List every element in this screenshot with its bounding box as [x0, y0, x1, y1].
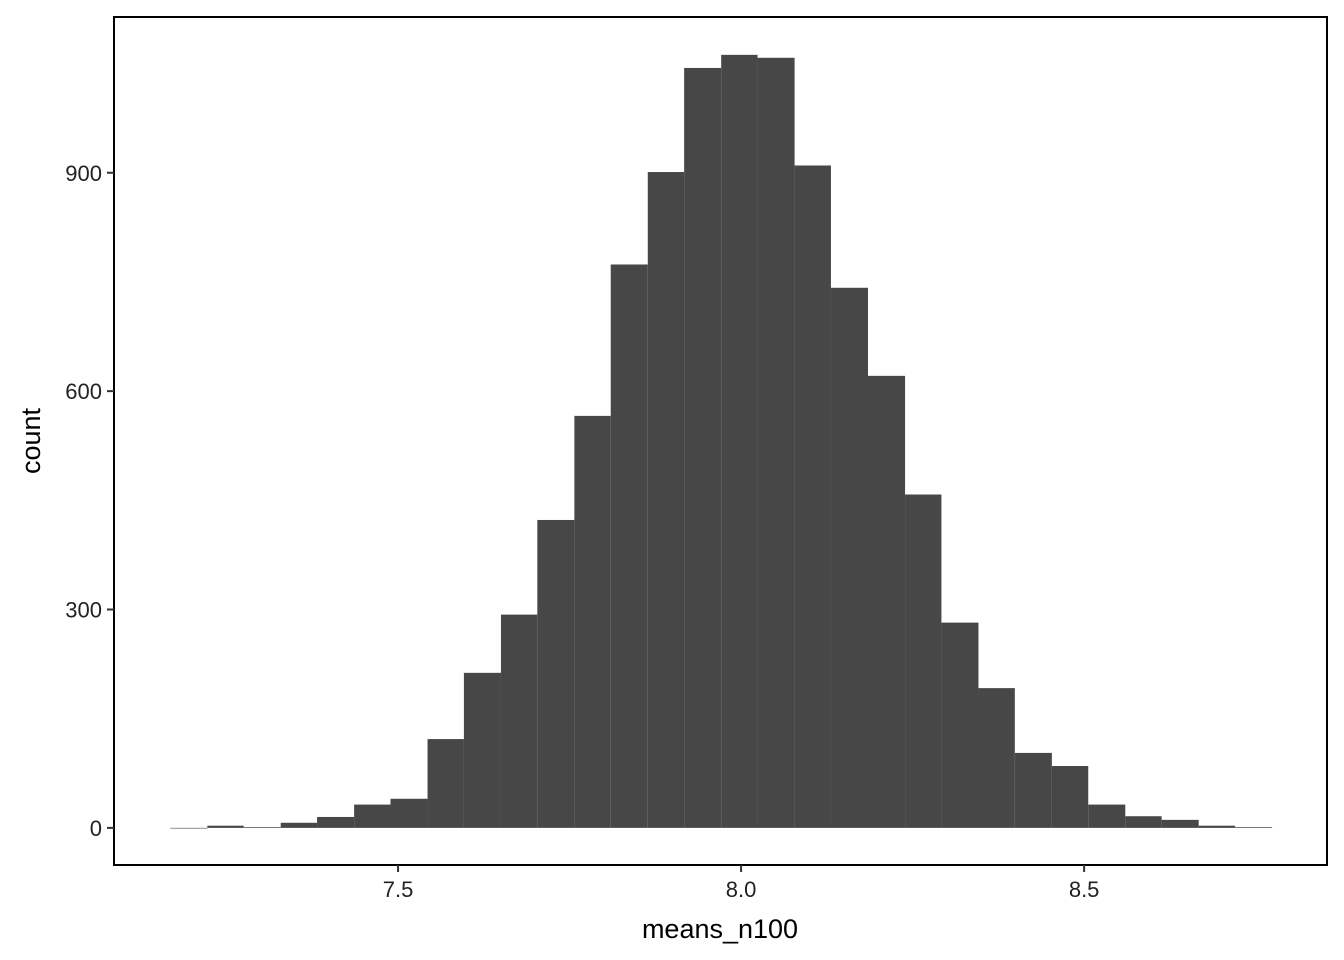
- y-tick-label: 0: [90, 816, 102, 841]
- x-axis-title: means_n100: [642, 914, 798, 944]
- bar: [1051, 766, 1089, 828]
- y-tick-label: 300: [65, 598, 102, 623]
- bar: [1198, 825, 1236, 828]
- bar: [1125, 816, 1162, 828]
- bar: [757, 57, 795, 828]
- bar: [1235, 827, 1273, 828]
- bar: [830, 287, 869, 828]
- bar: [354, 804, 391, 828]
- bar: [537, 519, 575, 828]
- bar: [1014, 752, 1052, 828]
- y-tick-label: 600: [65, 379, 102, 404]
- bar: [390, 798, 428, 828]
- bar: [610, 264, 648, 828]
- bar: [207, 825, 244, 828]
- bar: [905, 494, 942, 828]
- x-tick-label: 8.5: [1069, 877, 1100, 902]
- bar: [170, 827, 208, 829]
- bar: [1088, 804, 1126, 828]
- bar: [868, 375, 906, 828]
- y-tick-label: 900: [65, 161, 102, 186]
- bar: [647, 172, 685, 828]
- bar: [941, 622, 979, 828]
- bar: [978, 688, 1015, 828]
- bar: [684, 67, 722, 828]
- bar: [243, 827, 281, 828]
- bar: [794, 165, 831, 828]
- bar: [427, 739, 464, 828]
- bar: [463, 672, 501, 828]
- bar: [500, 614, 538, 828]
- bar: [280, 822, 318, 828]
- bar: [721, 54, 758, 828]
- x-tick-label: 7.5: [383, 877, 414, 902]
- y-axis-title: count: [16, 407, 46, 474]
- bar: [1161, 819, 1199, 828]
- bar: [317, 816, 355, 828]
- bar: [574, 415, 611, 828]
- x-tick-label: 8.0: [726, 877, 757, 902]
- panel-border: [113, 16, 1328, 866]
